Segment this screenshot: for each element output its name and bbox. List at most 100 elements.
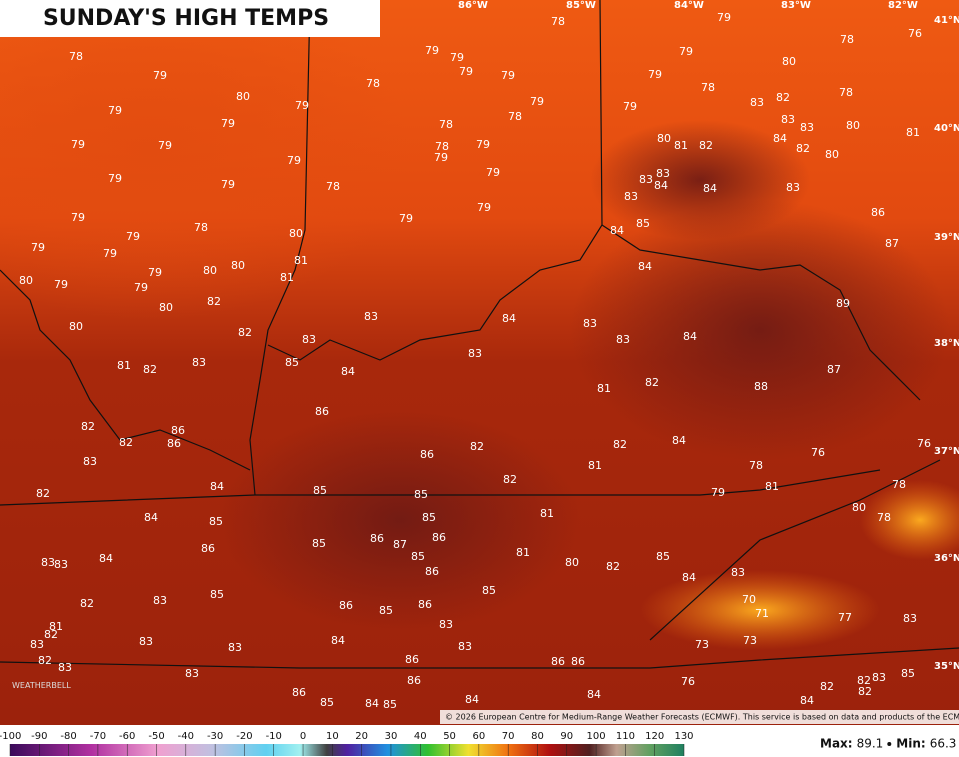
temperature-label: 81 [280,271,294,284]
temperature-label: 86 [407,674,421,687]
temperature-label: 79 [221,178,235,191]
temperature-label: 86 [425,565,439,578]
temperature-label: 82 [36,487,50,500]
colorbar-tick-label: 10 [326,731,339,742]
temperature-label: 83 [616,333,630,346]
temperature-label: 79 [134,281,148,294]
temperature-label: 86 [370,532,384,545]
temperature-label: 82 [699,139,713,152]
temperature-label: 87 [827,363,841,376]
temperature-label: 83 [439,618,453,631]
temperature-label: 76 [811,446,825,459]
colorbar-tick-label: -80 [60,731,76,742]
stat-label: Max: [820,737,853,751]
temperature-label: 76 [681,675,695,688]
temperature-label: 79 [148,266,162,279]
temperature-label: 80 [159,301,173,314]
temperature-label: 85 [636,217,650,230]
shading [860,480,959,560]
temperature-label: 84 [638,260,652,273]
temperature-label: 81 [117,359,131,372]
credit: © 2026 European Centre for Medium-Range … [445,713,959,722]
temperature-label: 85 [383,698,397,711]
temperature-label: 79 [501,69,515,82]
temperature-label: 85 [414,488,428,501]
temperature-label: 80 [657,132,671,145]
temperature-label: 83 [800,121,814,134]
colorbar-tick-label: 130 [674,731,693,742]
longitude-label: 84°W [674,0,704,11]
temperature-label: 73 [695,638,709,651]
temperature-label: 81 [906,126,920,139]
temperature-label: 82 [119,436,133,449]
latitude-label: 39°N [934,232,959,243]
temperature-label: 88 [754,380,768,393]
temperature-label: 86 [405,653,419,666]
latitude-label: 38°N [934,338,959,349]
temperature-label: 83 [30,638,44,651]
temperature-label: 79 [71,138,85,151]
temperature-label: 84 [210,480,224,493]
temperature-label: 84 [99,552,113,565]
temperature-label: 83 [302,333,316,346]
temperature-label: 86 [167,437,181,450]
temperature-label: 79 [295,99,309,112]
temperature-label: 84 [365,697,379,710]
temperature-label: 84 [682,571,696,584]
temperature-label: 78 [877,511,891,524]
temperature-label: 82 [820,680,834,693]
temperature-label: 84 [610,224,624,237]
temperature-label: 85 [422,511,436,524]
temperature-label: 78 [366,77,380,90]
temperature-label: 83 [458,640,472,653]
colorbar-tick-label: -20 [236,731,252,742]
colorbar-tick-label: 120 [645,731,664,742]
longitude-label: 82°W [888,0,918,11]
temperature-label: 83 [54,558,68,571]
temperature-label: 81 [588,459,602,472]
temperature-label: 78 [840,33,854,46]
colorbar-tick-label: -100 [0,731,21,742]
temperature-label: 80 [231,259,245,272]
temperature-label: 79 [103,247,117,260]
temperature-label: 79 [450,51,464,64]
temperature-label: 84 [331,634,345,647]
temperature-label: 86 [551,655,565,668]
temperature-label: 82 [645,376,659,389]
stat-value: 66.3 [930,737,957,751]
temperature-label: 84 [800,694,814,707]
temperature-label: 79 [477,201,491,214]
temperature-label: 79 [221,117,235,130]
temperature-label: 83 [185,667,199,680]
temperature-label: 86 [292,686,306,699]
colorbar-tick-label: 0 [300,731,306,742]
temperature-label: 78 [749,459,763,472]
temperature-label: 71 [755,607,769,620]
temperature-label: 85 [411,550,425,563]
temperature-label: 84 [773,132,787,145]
border [0,269,251,471]
temperature-label: 86 [315,405,329,418]
latitude-label: 36°N [934,553,959,564]
temperature-label: 79 [71,211,85,224]
temperature-label: 84 [654,179,668,192]
temperature-label: 79 [679,45,693,58]
logo: WEATHERBELL [12,681,71,690]
temperature-label: 70 [742,593,756,606]
temperature-label: 83 [731,566,745,579]
temperature-label: 78 [194,221,208,234]
temperature-label: 84 [703,182,717,195]
colorbar-tick-label: -40 [178,731,194,742]
temperature-label: 84 [587,688,601,701]
colorbar-tick-label: 70 [502,731,515,742]
temperature-label: 83 [903,612,917,625]
temperature-label: 81 [294,254,308,267]
shading [640,570,880,650]
temperature-label: 83 [228,641,242,654]
latitude-label: 41°N [934,15,959,26]
temperature-label: 80 [203,264,217,277]
temperature-label: 79 [108,172,122,185]
temperature-label: 79 [425,44,439,57]
temperature-label: 83 [583,317,597,330]
state-borders [0,0,959,669]
